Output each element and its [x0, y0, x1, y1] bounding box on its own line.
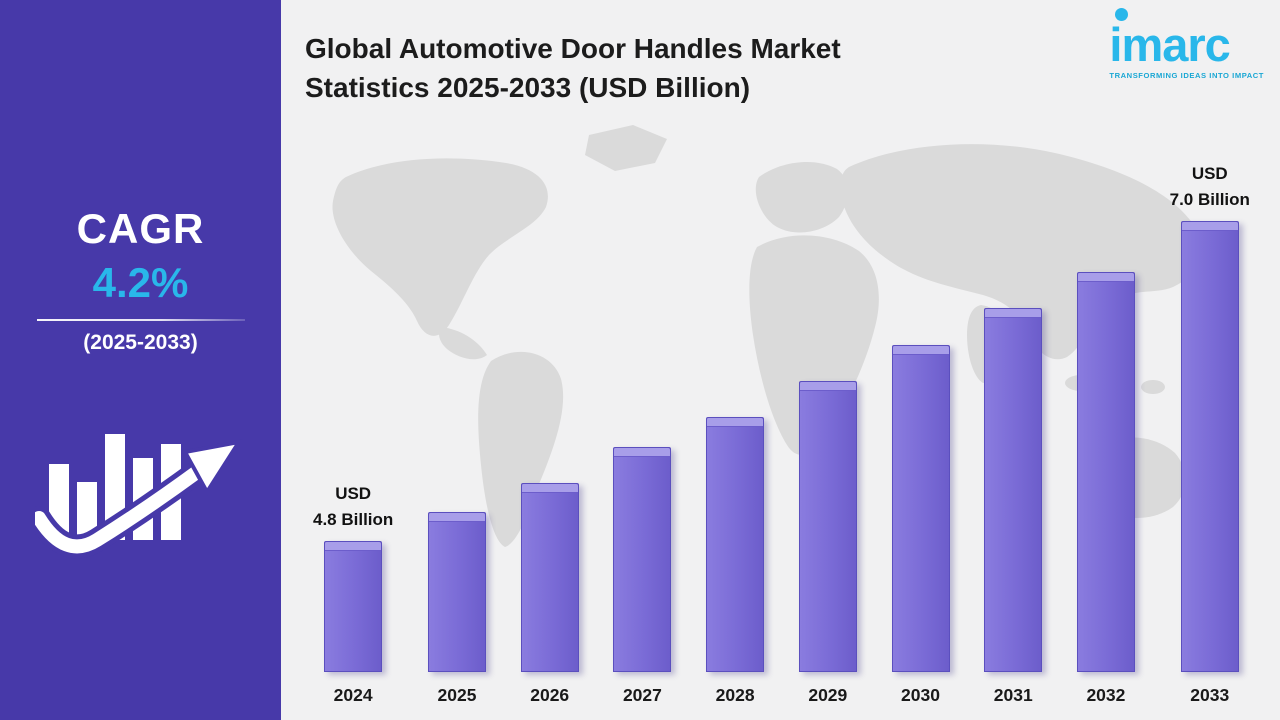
cagr-panel: CAGR 4.2% (2025-2033): [0, 0, 281, 720]
x-axis-label: 2033: [1190, 685, 1230, 705]
bar-group: 2027: [613, 447, 672, 706]
chart-title: Global Automotive Door Handles Market St…: [305, 30, 1045, 107]
bar-group: USD 7.0 Billion 2033: [1170, 161, 1250, 706]
logo-dot-icon: [1115, 8, 1129, 21]
bar-value-label: USD 4.8 Billion: [313, 484, 394, 529]
x-axis-label: 2031: [993, 685, 1033, 705]
bar-2024: [324, 541, 383, 672]
x-axis-label: 2028: [715, 685, 755, 705]
bar-group: 2028: [706, 417, 765, 706]
x-axis-label: 2027: [622, 685, 662, 705]
x-axis-label: 2029: [808, 685, 848, 705]
x-axis-label: 2026: [530, 685, 570, 705]
bar-2029: [798, 381, 857, 672]
divider: [36, 319, 245, 321]
cagr-label: CAGR: [76, 205, 205, 252]
x-axis-label: 2032: [1086, 685, 1126, 705]
bar-2031: [984, 308, 1043, 672]
bar-group: 2032: [1076, 272, 1135, 706]
bar-group: 2025: [428, 512, 486, 706]
chart-title-line2: Statistics 2025-2033 (USD Billion): [305, 71, 751, 103]
x-axis-label: 2024: [333, 685, 373, 705]
imarc-logo: imarc TRANSFORMING IDEAS INTO IMPACT: [1109, 8, 1264, 80]
bar-2033: [1180, 221, 1239, 672]
bar-2027: [613, 447, 672, 672]
bar-2026: [520, 483, 579, 672]
chart-title-line1: Global Automotive Door Handles Market: [305, 33, 841, 64]
bar-2028: [706, 417, 765, 672]
bar-2025: [428, 512, 486, 672]
cagr-value: 4.2%: [92, 259, 189, 306]
logo-wordmark: imarc: [1109, 18, 1230, 71]
bar-group: 2030: [891, 345, 950, 706]
bar-group: 2031: [984, 308, 1043, 706]
growth-chart-icon: [34, 434, 243, 559]
bar-group: USD 4.8 Billion 2024: [313, 481, 393, 706]
bar-chart: USD 4.8 Billion 2024 2025 2026 2027 2028 2029 20…: [313, 161, 1250, 706]
x-axis-label: 2025: [437, 685, 477, 705]
x-axis-label: 2030: [901, 685, 940, 705]
chart-area: Global Automotive Door Handles Market St…: [281, 0, 1280, 720]
cagr-period: (2025-2033): [83, 331, 198, 354]
bar-group: 2026: [520, 483, 579, 706]
bar-2030: [891, 345, 950, 672]
logo-tagline: TRANSFORMING IDEAS INTO IMPACT: [1109, 71, 1264, 80]
bar-value-label: USD 7.0 Billion: [1169, 164, 1250, 209]
bar-group: 2029: [798, 381, 857, 706]
bar-2032: [1076, 272, 1135, 672]
